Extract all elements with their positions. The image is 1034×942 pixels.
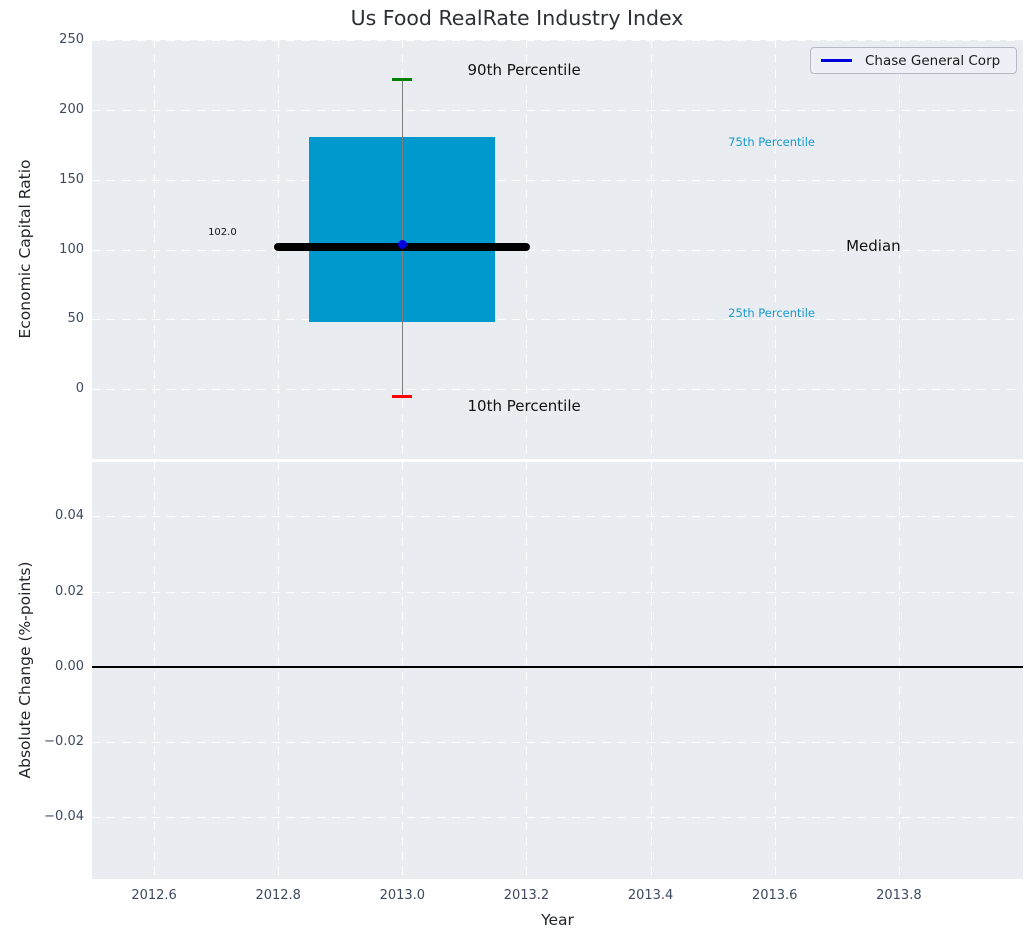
y-tick-label: 150 bbox=[59, 171, 84, 187]
y-tick-label: 0.00 bbox=[55, 658, 84, 674]
bottom-panel-absolute-change bbox=[92, 462, 1023, 879]
gridline-vertical bbox=[154, 462, 156, 879]
gridline-horizontal bbox=[92, 741, 1023, 743]
y-tick-label: 250 bbox=[59, 32, 84, 47]
gridline-horizontal bbox=[92, 591, 1023, 593]
top-panel-economic-capital-ratio: 90th Percentile 10th Percentile 75th Perce… bbox=[92, 40, 1023, 459]
annotation-75th-percentile: 75th Percentile bbox=[728, 135, 815, 150]
x-tick-label: 2013.6 bbox=[751, 888, 798, 903]
y-tick-label: 0.02 bbox=[55, 583, 84, 599]
legend-line-swatch bbox=[821, 59, 852, 62]
annotation-90th-percentile: 90th Percentile bbox=[467, 61, 581, 80]
gridline-horizontal bbox=[92, 319, 1023, 321]
y-tick-label: −0.02 bbox=[44, 733, 84, 749]
y-tick-label: 0 bbox=[75, 381, 84, 397]
company-data-point bbox=[397, 240, 407, 250]
gridline-horizontal bbox=[92, 516, 1023, 518]
zero-line bbox=[92, 665, 1023, 668]
gridline-vertical bbox=[774, 462, 776, 879]
x-tick-label: 2013.2 bbox=[503, 888, 550, 903]
gridline-horizontal bbox=[92, 40, 1023, 41]
gridline-horizontal bbox=[92, 179, 1023, 181]
y-tick-label: −0.04 bbox=[44, 809, 84, 824]
gridline-horizontal bbox=[92, 249, 1023, 251]
gridline-vertical bbox=[278, 462, 280, 879]
gridline-horizontal bbox=[92, 389, 1023, 391]
gridline-vertical bbox=[526, 462, 528, 879]
x-tick-label: 2012.6 bbox=[131, 888, 177, 903]
x-tick-label: 2013.4 bbox=[627, 888, 674, 903]
annotation-25th-percentile: 25th Percentile bbox=[728, 305, 815, 320]
annotation-median: Median bbox=[846, 236, 901, 255]
chart-title: Us Food RealRate Industry Index bbox=[350, 6, 684, 30]
x-axis-label: Year bbox=[541, 911, 574, 929]
x-tick-label: 2013.8 bbox=[876, 888, 922, 903]
y-tick-label: 50 bbox=[67, 311, 84, 327]
y-tick-label: 0.04 bbox=[55, 508, 84, 524]
whisker-cap-90 bbox=[392, 77, 413, 81]
y-tick-label: 100 bbox=[59, 241, 84, 257]
gridline-vertical bbox=[402, 462, 404, 879]
whisker-line bbox=[401, 79, 403, 397]
gridline-horizontal bbox=[92, 109, 1023, 111]
whisker-cap-10 bbox=[392, 395, 413, 399]
legend-label: Chase General Corp bbox=[865, 52, 1001, 69]
gridline-vertical bbox=[650, 462, 652, 879]
legend: Chase General Corp bbox=[810, 47, 1017, 74]
x-tick-label: 2012.8 bbox=[255, 888, 301, 903]
annotation-10th-percentile: 10th Percentile bbox=[467, 396, 581, 415]
gridline-vertical bbox=[898, 462, 900, 879]
gridline-horizontal bbox=[92, 817, 1023, 818]
annotation-102-0: 102.0 bbox=[208, 226, 237, 238]
y-tick-label: 200 bbox=[59, 101, 84, 117]
x-tick-label: 2013.0 bbox=[379, 888, 426, 903]
